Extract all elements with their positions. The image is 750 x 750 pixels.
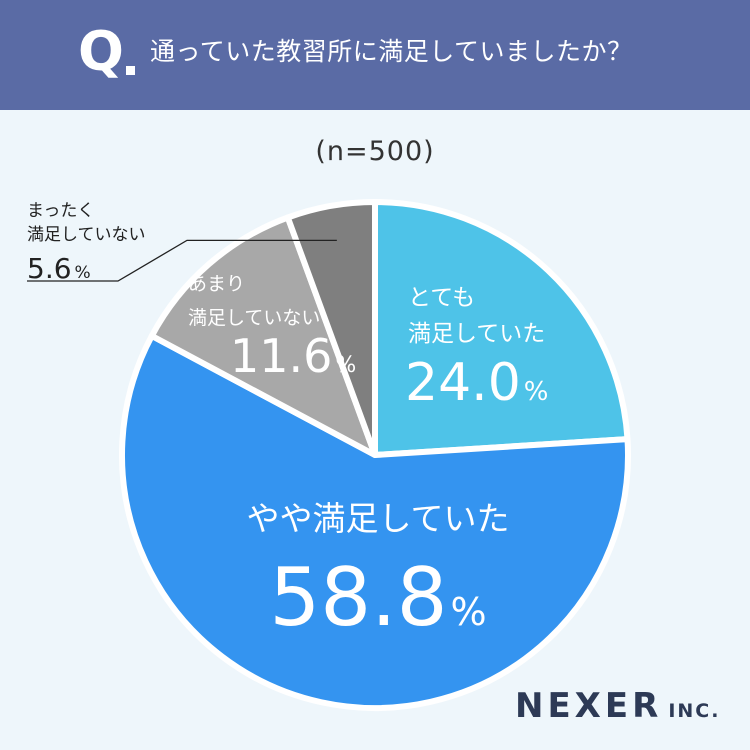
leader-line-not-at-all-satisfied: [27, 239, 337, 282]
pie-slice-not-at-all-satisfied: [284, 199, 378, 458]
slice-category-text: まったく: [27, 201, 94, 221]
slice-category-text: 満足していない: [27, 225, 146, 245]
brand-suffix: INC.: [668, 700, 721, 722]
slice-category-text: 満足していた: [408, 321, 545, 347]
pie-slice-not-very-satisfied: [148, 214, 378, 458]
question-text: 通っていた教習所に満足していましたか？: [150, 37, 633, 66]
sample-size: (n=500): [315, 136, 435, 167]
slice-value-text: 11.6%: [230, 329, 356, 383]
q-mark-dot: [126, 66, 135, 75]
slice-value-text: 24.0%: [405, 353, 549, 413]
slice-label-somewhat-satisfied: やや満足していた 58.8%: [246, 499, 509, 644]
pie-slice-very-satisfied: [372, 199, 631, 458]
slice-category-text: とても: [408, 285, 475, 311]
pie-slice-somewhat-satisfied: [119, 332, 631, 711]
q-mark: Q: [78, 20, 124, 83]
slice-value-text: 58.8%: [269, 551, 486, 644]
slice-category-text: やや満足していた: [246, 499, 509, 538]
question-header: Q 通っていた教習所に満足していましたか？: [0, 0, 750, 110]
brand-logo: NEXER INC.: [515, 686, 720, 726]
slice-category-text: あまり: [188, 273, 245, 295]
brand-name: NEXER: [515, 686, 663, 726]
slice-value-text: 5.6%: [27, 252, 91, 285]
slice-category-text: 満足していない: [188, 307, 320, 329]
